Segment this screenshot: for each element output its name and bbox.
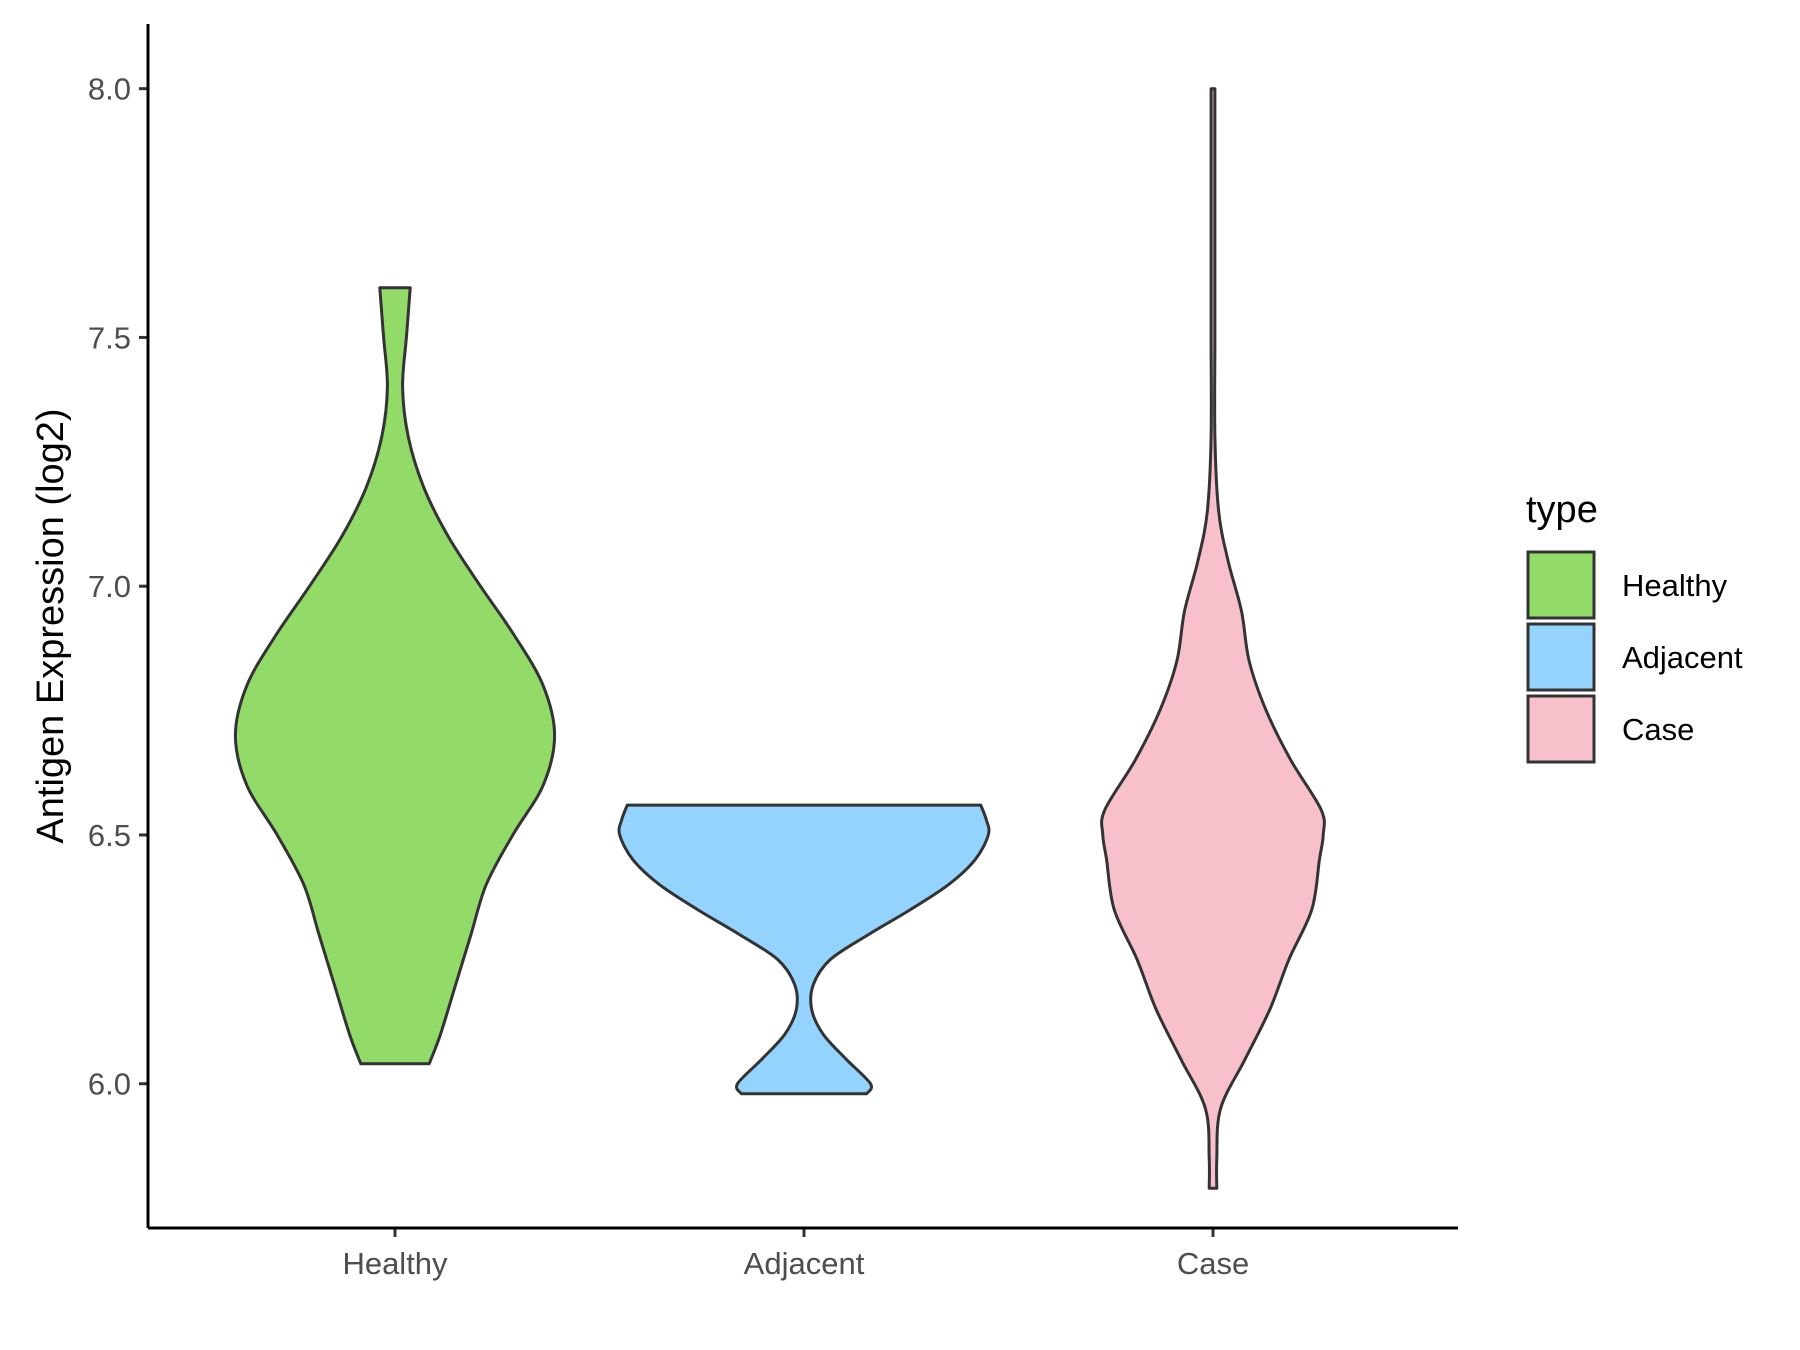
x-tick-label: Adjacent: [744, 1246, 865, 1281]
y-tick-label: 7.0: [88, 569, 131, 604]
x-tick-label: Healthy: [342, 1246, 448, 1281]
y-axis-title: Antigen Expression (log2): [30, 408, 72, 843]
legend-label-case: Case: [1622, 712, 1694, 747]
y-tick-label: 7.5: [88, 320, 131, 355]
violin-layer: [233, 87, 1326, 1190]
y-tick-label: 6.0: [88, 1067, 131, 1102]
x-tick-label: Case: [1177, 1246, 1249, 1281]
legend-items: Healthy Adjacent Case: [1526, 550, 1743, 764]
legend-title: type: [1526, 489, 1598, 531]
legend-key-healthy: [1526, 550, 1596, 620]
legend-key-case: [1526, 694, 1596, 764]
x-axis-ticks: Healthy Adjacent Case: [342, 1228, 1249, 1281]
violin-adjacent: [617, 803, 991, 1096]
violin-healthy: [233, 286, 557, 1066]
legend: type Healthy Adjacent Case: [1526, 489, 1743, 764]
y-tick-label: 6.5: [88, 818, 131, 853]
legend-label-adjacent: Adjacent: [1622, 640, 1743, 675]
y-axis-ticks: 6.0 6.5 7.0 7.5 8.0: [88, 72, 148, 1102]
y-tick-label: 8.0: [88, 72, 131, 107]
violin-case: [1100, 87, 1326, 1190]
legend-key-adjacent: [1526, 622, 1596, 692]
legend-label-healthy: Healthy: [1622, 568, 1728, 603]
